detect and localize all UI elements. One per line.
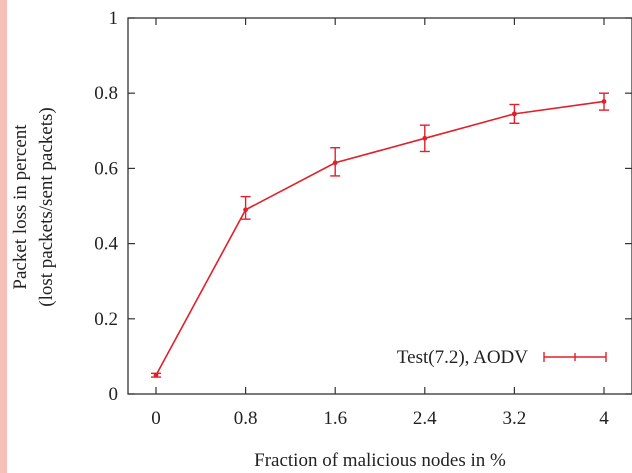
data-point (601, 99, 607, 104)
y-axis: 0 0.2 0.4 0.6 0.8 1 (94, 8, 632, 405)
y-tick-label: 0.6 (94, 158, 118, 179)
data-point (422, 135, 428, 141)
x-tick-label: 2.4 (413, 408, 437, 429)
data-point (512, 111, 517, 117)
x-tick-label: 0 (151, 408, 161, 429)
y-tick-label: 0.4 (94, 234, 118, 255)
y-axis-label-line-1: Packet loss in percent (10, 124, 31, 290)
data-point (332, 160, 338, 166)
series-layer (151, 92, 609, 378)
x-tick-label: 1.6 (323, 408, 347, 429)
left-edge-strip (0, 0, 7, 473)
y-tick-label: 0.8 (94, 83, 118, 104)
x-tick-label: 4 (599, 408, 609, 429)
data-point (243, 207, 249, 213)
series-line (155, 100, 605, 376)
x-axis: 0 0.8 1.6 2.4 3.2 4 (151, 18, 609, 429)
legend-line-sample (543, 352, 607, 362)
x-tick-label: 3.2 (503, 408, 527, 429)
x-axis-label: Fraction of malicious nodes in % (254, 450, 506, 471)
legend: Test(7.2), AODV (397, 347, 607, 368)
data-point (153, 372, 159, 378)
plot-frame (127, 17, 632, 395)
x-tick-label: 0.8 (234, 408, 258, 429)
y-tick-label: 0.2 (94, 309, 118, 330)
legend-label: Test(7.2), AODV (397, 347, 528, 368)
y-axis-label-line-2: (lost packets/sent packets) (36, 107, 57, 306)
y-tick-label: 1 (109, 8, 119, 29)
y-tick-label: 0 (109, 384, 119, 405)
